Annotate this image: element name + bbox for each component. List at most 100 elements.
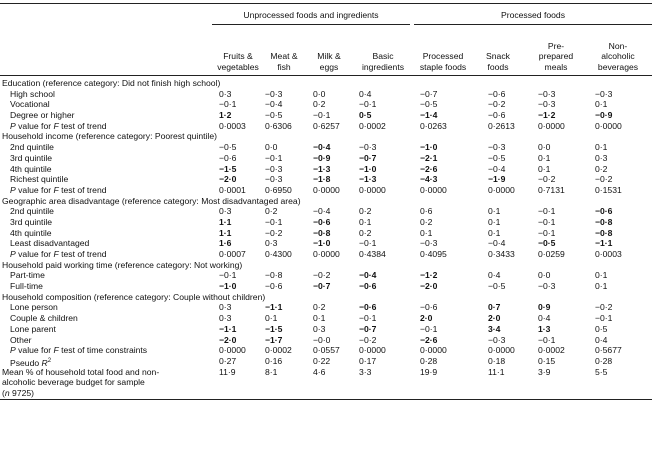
cell-value: 0·1 [595, 142, 608, 153]
section-label: Household paid working time (reference c… [2, 259, 243, 270]
cell-value: 0·0000 [359, 345, 386, 356]
column-header-3: Milk & eggs [306, 51, 352, 72]
table-row: Degree or higher 1·2 −0·5 −0·1 0·5 −1·4 −0·6 −1… [0, 110, 652, 121]
header-rule [0, 75, 652, 76]
cell-value: 0·0000 [420, 184, 447, 195]
cell-value: 0·3 [313, 323, 326, 334]
cell-value: 0·6 [420, 206, 433, 217]
cell-value: 0·7 [488, 302, 501, 313]
cell-value: 0·4 [538, 313, 551, 324]
row-label: alcoholic beverage budget for sample [2, 377, 145, 388]
table-row: Richest quintile −2·0 −0·3 −1·8 −1·3 −4·3 −1·9… [0, 174, 652, 185]
cell-value: −0·3 [265, 174, 283, 185]
table-row: Lone parent −1·1 −1·5 0·3 −0·7 −0·1 3·4 1·3 0·5 [0, 324, 652, 335]
cell-value: 0·4384 [359, 249, 386, 259]
row-label: High school [10, 88, 55, 99]
cell-value: 1·6 [219, 238, 232, 249]
table-row: P value for F test of time constraints 0·… [0, 345, 652, 356]
column-header-line: ingredients [361, 61, 405, 72]
cell-value: 0·0259 [538, 249, 565, 259]
cell-value: 0·0 [313, 88, 326, 99]
cell-value: −0·7 [420, 88, 438, 99]
cell-value: 0·0000 [595, 120, 622, 131]
cell-value: −0·6 [488, 110, 506, 121]
cell-value: −0·6 [420, 302, 438, 313]
cell-value: −1·1 [219, 323, 237, 334]
cell-value: −0·6 [488, 88, 506, 99]
cell-value: 0·2 [313, 99, 326, 110]
cell-value: 0·28 [595, 355, 613, 366]
cell-value: 0·17 [359, 355, 377, 366]
cell-value: −0·6 [595, 206, 613, 217]
section-header-row: Household paid working time (reference c… [0, 260, 652, 271]
cell-value: −2·0 [420, 281, 438, 292]
cell-value: 0·0001 [219, 184, 246, 195]
group-header-processed: Processed foods [500, 10, 565, 20]
cell-value: 0·3 [219, 88, 232, 99]
cell-value: 0·1 [265, 313, 278, 324]
cell-value: 0·3 [219, 302, 232, 313]
table-row: Full-time −1·0 −0·6 −0·7 −0·6 −2·0 −0·5 −0·3 0·1 [0, 281, 652, 292]
cell-value: 0·6950 [265, 184, 292, 195]
row-label: Least disadvantaged [10, 238, 90, 249]
table-row: 4th quintile −1·5 −0·3 −1·3 −1·0 −2·6 −0·4 0·1 0… [0, 164, 652, 175]
column-header-line: prepared [538, 51, 574, 61]
cell-value: −0·4 [488, 163, 506, 174]
row-label: Lone parent [10, 323, 56, 334]
cell-value: −0·3 [420, 238, 438, 249]
section-header-row: Household composition (reference categor… [0, 292, 652, 303]
cell-value: 0·0003 [595, 249, 622, 259]
cell-value: −0·4 [265, 99, 283, 110]
cell-value: −1·3 [313, 163, 331, 174]
cell-value: 19·9 [420, 366, 438, 377]
row-label: (n 9725) [2, 387, 35, 398]
table-row: Mean % of household total food and non- 1… [0, 367, 652, 378]
cell-value: −0·2 [595, 174, 613, 185]
cell-value: −0·8 [595, 227, 613, 238]
column-header-1: Fruits & vegetables [212, 51, 264, 72]
cell-value: 0·0557 [313, 345, 340, 356]
row-label: 2nd quintile [10, 142, 54, 153]
cell-value: −1·1 [265, 302, 283, 313]
cell-value: −0·4 [488, 238, 506, 249]
cell-value: 0·18 [488, 355, 506, 366]
cell-value: 0·0000 [538, 120, 565, 131]
cell-value: −0·4 [359, 270, 377, 281]
cell-value: −0·6 [313, 216, 331, 227]
table-row: Part-time −0·1 −0·8 −0·2 −0·4 −1·2 0·4 0·0 0·1 [0, 270, 652, 281]
row-label: P value for F test of time constraints [10, 345, 148, 356]
cell-value: −0·5 [420, 99, 438, 110]
cell-value: −0·2 [359, 334, 377, 345]
cell-value: 0·2 [313, 302, 326, 313]
cell-value: 0·3 [595, 152, 608, 163]
cell-value: 0·6306 [265, 120, 292, 131]
cell-value: −0·9 [595, 110, 613, 121]
column-header-line: Basic [372, 51, 394, 61]
cell-value: −0·3 [359, 142, 377, 153]
table-row: P value for F test of trend 0·0007 0·4300 0… [0, 249, 652, 260]
row-label: 2nd quintile [10, 206, 54, 217]
cell-value: 0·0 [265, 142, 278, 153]
column-header-line: Fruits & [223, 51, 253, 61]
cell-value: −0·1 [359, 99, 377, 110]
cell-value: −0·1 [265, 152, 283, 163]
table-row: Lone person 0·3 −1·1 0·2 −0·6 −0·6 0·7 0·9 −0·2 [0, 302, 652, 313]
cell-value: −0·2 [538, 174, 556, 185]
cell-value: 0·4 [595, 334, 608, 345]
row-label: Richest quintile [10, 174, 69, 185]
cell-value: −1·7 [265, 334, 283, 345]
cell-value: −1·5 [219, 163, 237, 174]
cell-value: 0·1 [313, 313, 326, 324]
cell-value: −0·8 [265, 270, 283, 281]
cell-value: 0·7131 [538, 184, 565, 195]
cell-value: 0·0000 [488, 184, 515, 195]
cell-value: −0·6 [219, 152, 237, 163]
bottom-rule [0, 399, 652, 400]
cell-value: −0·1 [219, 99, 237, 110]
cell-value: 0·27 [219, 355, 237, 366]
row-label: 4th quintile [10, 163, 52, 174]
row-label: 4th quintile [10, 227, 52, 238]
column-header-line: fish [277, 61, 291, 72]
cell-value: 11·1 [488, 366, 505, 377]
cell-value: −0·9 [313, 152, 331, 163]
